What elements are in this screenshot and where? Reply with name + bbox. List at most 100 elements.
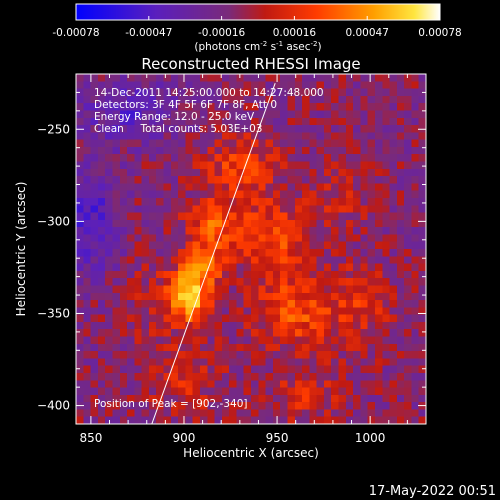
heatmap-cell xyxy=(331,241,340,250)
heatmap-cell xyxy=(148,219,157,228)
heatmap-cell xyxy=(214,402,223,411)
heatmap-cell xyxy=(148,117,157,126)
heatmap-cell xyxy=(272,212,281,221)
heatmap-cell xyxy=(287,329,296,338)
heatmap-cell xyxy=(185,321,194,330)
heatmap-cell xyxy=(243,139,252,148)
colorbar-tick-label: 0.00016 xyxy=(273,27,317,39)
heatmap-cell xyxy=(294,409,303,418)
heatmap-cell xyxy=(338,256,347,265)
heatmap-cell xyxy=(221,205,230,214)
heatmap-cell xyxy=(97,256,106,265)
heatmap-cell xyxy=(127,285,135,294)
heatmap-cell xyxy=(127,314,135,323)
colorbar-ticks: -0.00078 -0.00047 -0.00016 0.00016 0.00047 0.… xyxy=(52,16,462,39)
heatmap-cell xyxy=(156,263,165,272)
heatmap-cell xyxy=(221,416,230,424)
heatmap-cell xyxy=(97,409,106,418)
heatmap-cell xyxy=(156,168,165,177)
heatmap-cell xyxy=(367,110,376,119)
heatmap-cell xyxy=(112,256,121,265)
heatmap-cell xyxy=(170,329,179,338)
heatmap-cell xyxy=(389,183,398,192)
heatmap-cell xyxy=(345,227,354,236)
heatmap-cell xyxy=(265,256,274,265)
heatmap-cell xyxy=(396,358,405,367)
heatmap-cell xyxy=(192,292,201,301)
heatmap-cell xyxy=(90,278,99,287)
heatmap-cell xyxy=(163,183,172,192)
heatmap-cell xyxy=(360,125,369,133)
heatmap-cell xyxy=(236,314,245,323)
heatmap-cell xyxy=(251,212,259,221)
heatmap-cell xyxy=(389,358,398,367)
heatmap-cell xyxy=(127,95,135,104)
heatmap-cell xyxy=(90,365,99,374)
heatmap-cell xyxy=(389,81,398,90)
heatmap-cell xyxy=(156,197,165,206)
heatmap-cell xyxy=(83,394,92,403)
heatmap-cell xyxy=(83,154,92,163)
heatmap-cell xyxy=(316,387,325,396)
heatmap-cell xyxy=(323,74,332,82)
heatmap-cell xyxy=(141,387,150,396)
heatmap-cell xyxy=(374,132,383,141)
heatmap-cell xyxy=(367,321,376,330)
heatmap-cell xyxy=(294,249,303,257)
heatmap-cell xyxy=(382,197,391,206)
heatmap-cell xyxy=(251,168,259,177)
heatmap-cell xyxy=(243,394,252,403)
heatmap-cell xyxy=(90,380,99,389)
heatmap-cell xyxy=(221,125,230,133)
heatmap-cell xyxy=(192,409,201,418)
heatmap-cell xyxy=(345,336,354,345)
heatmap-cell xyxy=(207,416,216,424)
heatmap-cell xyxy=(404,88,413,97)
heatmap-cell xyxy=(141,241,150,250)
heatmap-cell xyxy=(214,88,223,97)
heatmap-cell xyxy=(221,372,230,381)
heatmap-cell xyxy=(199,343,208,352)
heatmap-cell xyxy=(185,227,194,236)
heatmap-cell xyxy=(134,358,143,367)
heatmap-cell xyxy=(404,263,413,272)
heatmap-cell xyxy=(163,300,172,308)
heatmap-cell xyxy=(214,168,223,177)
heatmap-cell xyxy=(374,409,383,418)
heatmap-cell xyxy=(243,168,252,177)
heatmap-cell xyxy=(367,117,376,126)
heatmap-cell xyxy=(83,161,92,170)
y-axis-label: Heliocentric Y (arcsec) xyxy=(14,182,28,317)
heatmap-cell xyxy=(251,103,259,112)
heatmap-cell xyxy=(243,183,252,192)
heatmap-cell xyxy=(389,343,398,352)
heatmap-cell xyxy=(353,372,361,381)
heatmap-cell xyxy=(192,365,201,374)
heatmap-cell xyxy=(141,161,150,170)
heatmap-cell xyxy=(163,132,172,141)
heatmap-cell xyxy=(411,241,420,250)
heatmap-cell xyxy=(83,321,92,330)
heatmap-cell xyxy=(192,154,201,163)
heatmap-cell xyxy=(323,139,332,148)
heatmap-cell xyxy=(170,117,179,126)
heatmap-cell xyxy=(316,146,325,155)
heatmap-cell xyxy=(105,197,114,206)
heatmap-cell xyxy=(221,329,230,338)
heatmap-cell xyxy=(316,278,325,287)
heatmap-cell xyxy=(148,394,157,403)
heatmap-cell xyxy=(272,365,281,374)
heatmap-cell xyxy=(411,95,420,104)
heatmap-cell xyxy=(404,190,413,199)
heatmap-cell xyxy=(251,95,259,104)
heatmap-cell xyxy=(287,183,296,192)
heatmap-cell xyxy=(345,146,354,155)
heatmap-cell xyxy=(309,125,318,133)
heatmap-cell xyxy=(127,183,135,192)
heatmap-cell xyxy=(294,387,303,396)
heatmap-cell xyxy=(367,307,376,316)
heatmap-cell xyxy=(411,343,420,352)
heatmap-cell xyxy=(105,351,114,359)
heatmap-cell xyxy=(258,227,267,236)
heatmap-cell xyxy=(185,365,194,374)
